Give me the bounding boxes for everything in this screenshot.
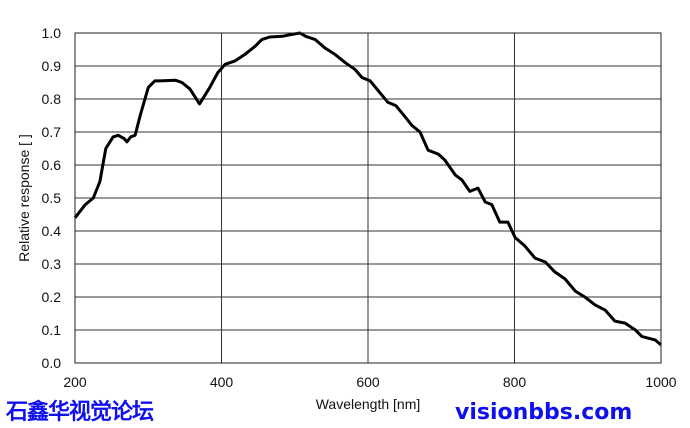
y-tick-label: 0.8 bbox=[42, 91, 62, 107]
y-axis-label: Relative response [ ] bbox=[16, 134, 32, 262]
y-tick-label: 0.5 bbox=[42, 190, 62, 206]
series-line bbox=[73, 31, 662, 347]
y-tick-label: 0.3 bbox=[42, 256, 62, 272]
y-tick-label: 0.2 bbox=[42, 289, 62, 305]
y-tick-label: 0.4 bbox=[42, 223, 62, 239]
x-tick-label: 600 bbox=[356, 374, 380, 390]
y-tick-label: 0.7 bbox=[42, 124, 62, 140]
y-tick-label: 0.6 bbox=[42, 157, 62, 173]
x-tick-labels: 200 400 600 800 1000 bbox=[63, 374, 676, 390]
y-tick-label: 1.0 bbox=[42, 25, 62, 41]
y-tick-label: 0.1 bbox=[42, 322, 62, 338]
x-tick-label: 200 bbox=[63, 374, 87, 390]
x-tick-label: 1000 bbox=[645, 374, 676, 390]
x-axis-label: Wavelength [nm] bbox=[316, 396, 421, 412]
watermark-chinese: 石鑫华视觉论坛 bbox=[6, 400, 154, 425]
y-tick-labels: 0.0 0.1 0.2 0.3 0.4 0.5 0.6 0.7 0.8 0.9 1.0 bbox=[42, 25, 62, 371]
y-tick-label: 0.9 bbox=[42, 58, 62, 74]
x-tick-label: 800 bbox=[503, 374, 527, 390]
y-tick-label: 0.0 bbox=[42, 355, 62, 371]
grid bbox=[74, 32, 662, 364]
x-tick-label: 400 bbox=[210, 374, 234, 390]
plot-frame bbox=[74, 32, 662, 364]
watermark-url: visionbbs.com bbox=[455, 400, 633, 425]
